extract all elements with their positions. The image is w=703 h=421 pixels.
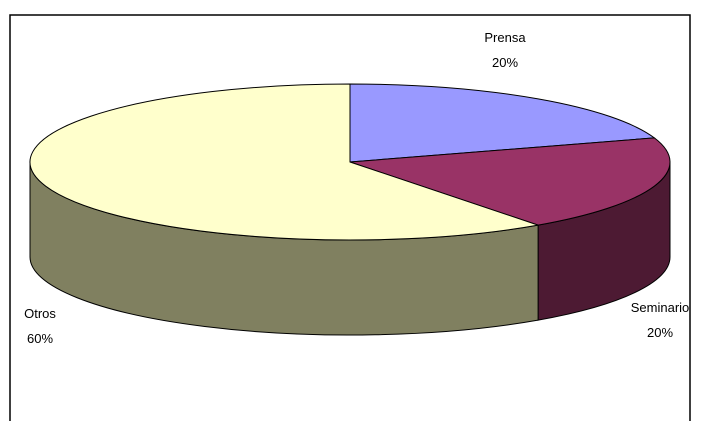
slice: [349, 137, 671, 226]
slice: [349, 83, 656, 163]
slice-label: Seminario: [631, 300, 690, 315]
slice: [29, 83, 539, 241]
slice-label: Otros: [24, 306, 56, 321]
slice-value-label: 20%: [647, 325, 673, 340]
slice-value-label: 20%: [492, 55, 518, 70]
labels: Prensa 20% Seminario 20% Otros 60%: [24, 30, 689, 346]
slice-label: Prensa: [484, 30, 526, 45]
pie: [29, 83, 671, 336]
slice-value-label: 60%: [27, 331, 53, 346]
chart-frame: [9, 14, 691, 421]
